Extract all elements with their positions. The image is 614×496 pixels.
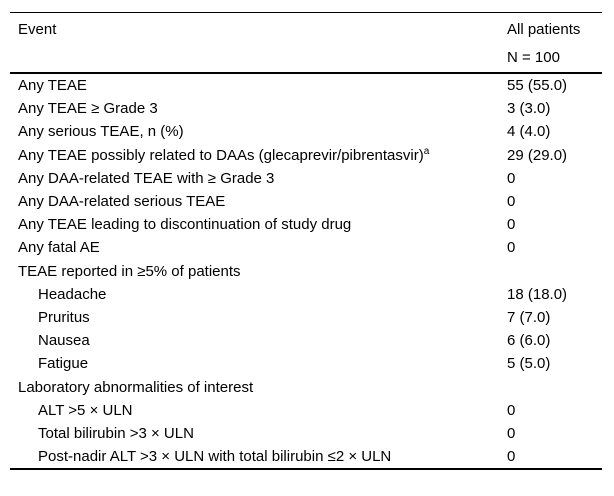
event-label: Any TEAE [18, 77, 87, 94]
table-row: Any DAA-related serious TEAE 0 [10, 190, 602, 213]
table-header: Event All patients N = 100 [10, 12, 602, 74]
event-label: Any TEAE ≥ Grade 3 [18, 100, 158, 118]
event-value: 0 [507, 401, 516, 419]
event-label: Post-nadir ALT >3 × ULN with total bilir… [38, 448, 392, 466]
table-row: Total bilirubin >3 × ULN 0 [10, 422, 602, 445]
event-value: 0 [507, 448, 516, 466]
event-label: Headache [38, 285, 107, 303]
table-row-group-header: TEAE reported in ≥5% of patients [10, 260, 602, 283]
event-value: 55 (55.0) [507, 77, 568, 94]
table-row: Fatigue 5 (5.0) [10, 352, 602, 375]
table-row: Any TEAE possibly related to DAAs (gleca… [10, 144, 602, 167]
table-row: Any TEAE 55 (55.0) [10, 73, 602, 97]
table-row: Any TEAE leading to discontinuation of s… [10, 213, 602, 236]
event-value: 18 (18.0) [507, 285, 568, 303]
table-row: Any DAA-related TEAE with ≥ Grade 3 0 [10, 167, 602, 190]
event-value: 29 (29.0) [507, 146, 568, 164]
event-label: Any DAA-related TEAE with ≥ Grade 3 [18, 169, 275, 187]
n-count-label: N = 100 [507, 49, 560, 66]
event-header-label: Event [18, 21, 57, 38]
event-value: 6 (6.0) [507, 332, 551, 350]
event-value: 3 (3.0) [507, 100, 551, 118]
table-row: Any fatal AE 0 [10, 236, 602, 259]
all-patients-label: All patients [507, 21, 581, 38]
table-row: Pruritus 7 (7.0) [10, 306, 602, 329]
event-group-label: TEAE reported in ≥5% of patients [18, 262, 241, 280]
event-value: 0 [507, 216, 516, 234]
event-value [507, 260, 602, 283]
event-label: ALT >5 × ULN [38, 401, 133, 419]
event-label: Pruritus [38, 309, 90, 327]
column-header-event: Event [10, 12, 507, 74]
event-label: Any TEAE possibly related to DAAs (gleca… [10, 144, 507, 167]
event-label: Any DAA-related serious TEAE [18, 193, 226, 211]
column-header-all-patients: All patients N = 100 [507, 12, 602, 74]
event-label: Total bilirubin >3 × ULN [38, 425, 194, 443]
table-row: Post-nadir ALT >3 × ULN with total bilir… [10, 445, 602, 469]
table-row: ALT >5 × ULN 0 [10, 399, 602, 422]
header-row: Event All patients N = 100 [10, 12, 602, 74]
event-value: 4 (4.0) [507, 123, 551, 141]
event-label: Nausea [38, 332, 90, 350]
event-label: Any fatal AE [18, 239, 100, 257]
table-row: Any serious TEAE, n (%) 4 (4.0) [10, 120, 602, 143]
event-value: 7 (7.0) [507, 309, 551, 327]
footnote-marker: a [423, 145, 430, 157]
event-value: 0 [507, 425, 516, 443]
event-value: 0 [507, 169, 516, 187]
adverse-events-table: Event All patients N = 100 Any TEAE 55 (… [10, 12, 602, 471]
event-value [507, 376, 602, 399]
table-row: Nausea 6 (6.0) [10, 329, 602, 352]
event-value: 0 [507, 239, 516, 257]
event-value: 0 [507, 193, 516, 211]
table-row-group-header: Laboratory abnormalities of interest [10, 376, 602, 399]
event-group-label: Laboratory abnormalities of interest [18, 378, 254, 396]
event-label: Fatigue [38, 355, 89, 373]
table-body: Any TEAE 55 (55.0) Any TEAE ≥ Grade 3 3 … [10, 73, 602, 469]
table-row: Any TEAE ≥ Grade 3 3 (3.0) [10, 97, 602, 120]
event-label-text: Any TEAE possibly related to DAAs (gleca… [18, 146, 424, 164]
table-row: Headache 18 (18.0) [10, 283, 602, 306]
event-value: 5 (5.0) [507, 355, 551, 373]
event-label: Any serious TEAE, n (%) [18, 123, 184, 141]
event-label: Any TEAE leading to discontinuation of s… [18, 216, 352, 234]
